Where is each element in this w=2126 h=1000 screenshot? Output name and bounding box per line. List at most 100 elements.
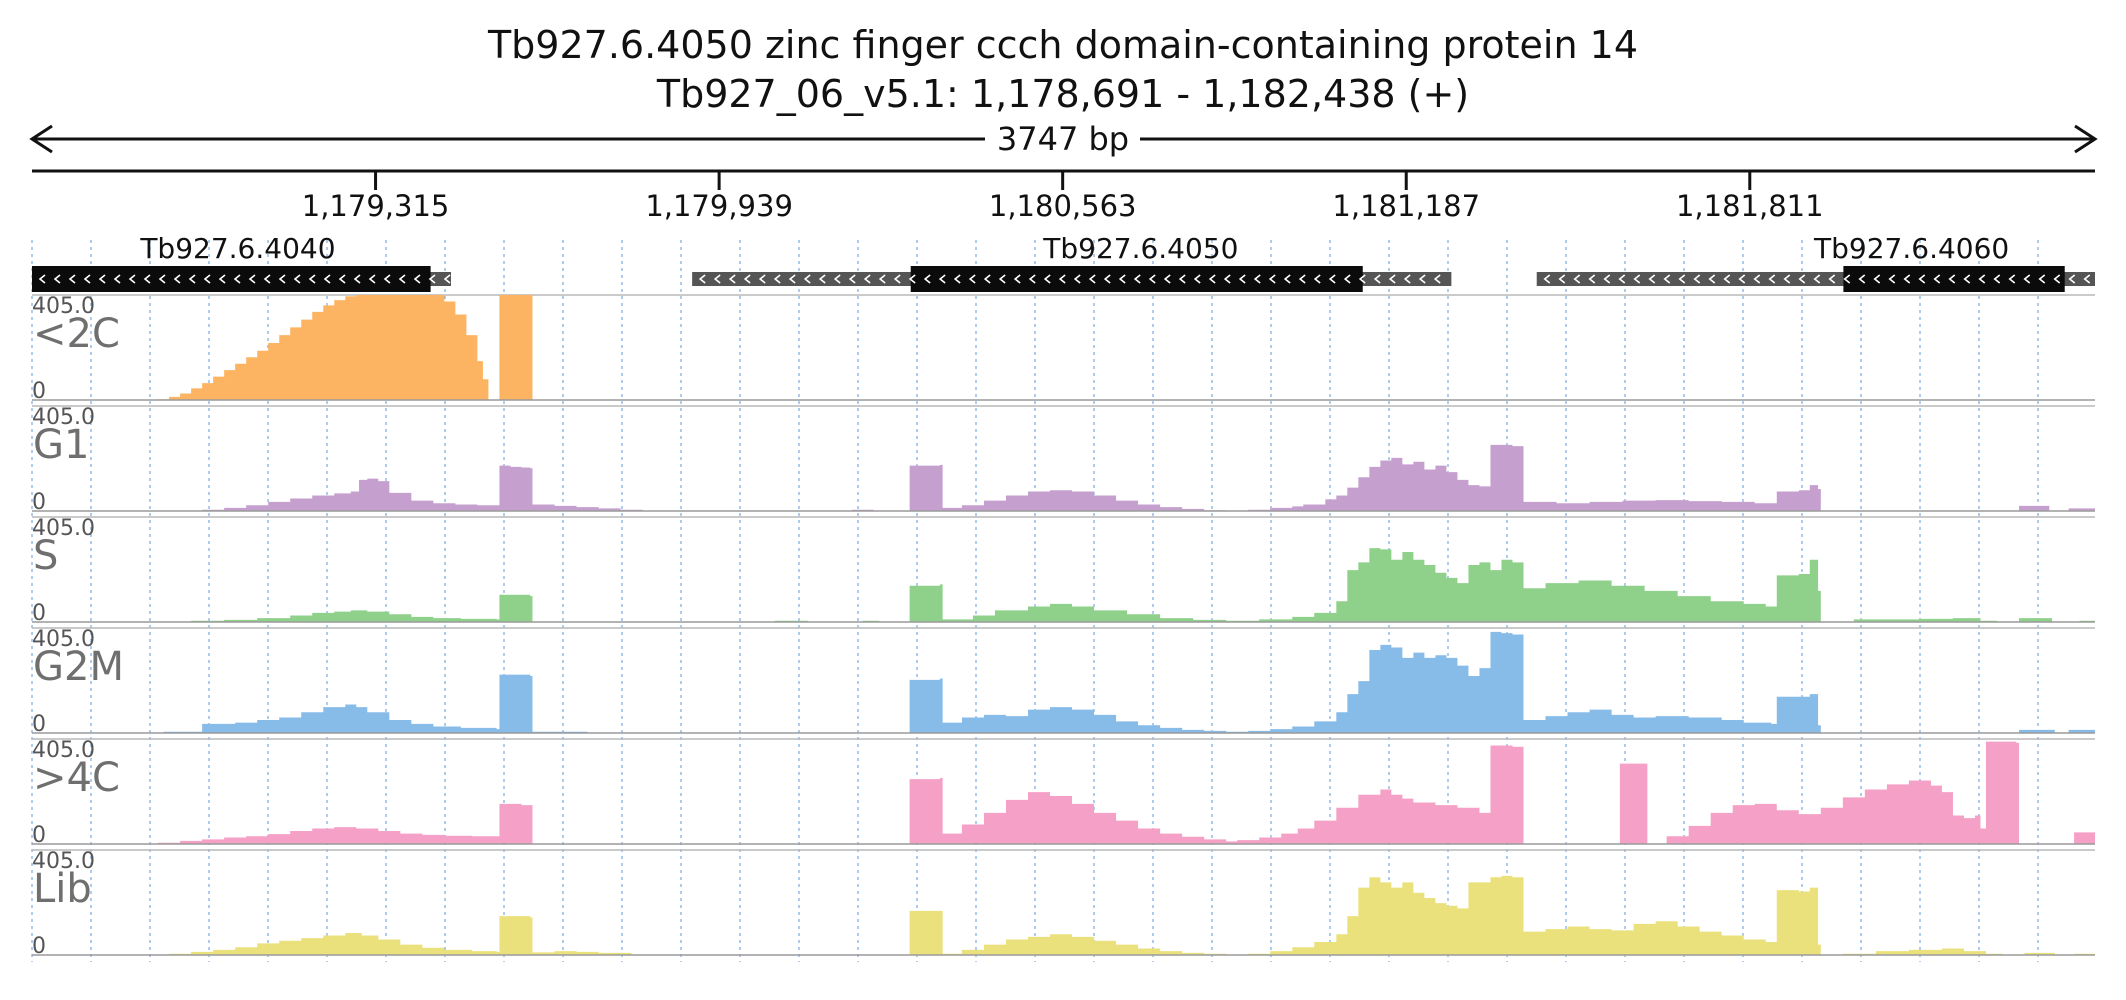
strand-chevron-icon — [1193, 274, 1201, 284]
strand-chevron-icon — [413, 274, 421, 284]
strand-chevron-icon — [1088, 274, 1096, 284]
gene-cds — [1843, 266, 2065, 292]
gene-models: Tb927.6.4040 Tb927.6.4050 Tb927.6.4060 — [32, 232, 2095, 292]
span-label: 3747 bp — [997, 120, 1129, 158]
strand-chevron-icon — [1178, 274, 1186, 284]
track-name: Lib — [33, 866, 92, 912]
strand-chevron-icon — [1843, 274, 1851, 284]
chart-title: Tb927.6.4050 zinc finger ccch domain-con… — [487, 23, 1638, 67]
strand-chevron-icon — [1148, 274, 1156, 284]
chart-subtitle: Tb927_06_v5.1: 1,178,691 - 1,182,438 (+) — [656, 72, 1469, 116]
y-min-label: 0 — [32, 490, 46, 515]
coverage-track: 405.0 0 <2C — [32, 294, 2095, 404]
coverage-track: 405.0 0 G1 — [32, 405, 2095, 515]
strand-chevron-icon — [1268, 274, 1276, 284]
strand-chevron-icon — [2053, 274, 2061, 284]
strand-chevron-icon — [803, 274, 811, 284]
strand-chevron-icon — [1738, 274, 1746, 284]
strand-chevron-icon — [1118, 274, 1126, 284]
strand-chevron-icon — [818, 274, 826, 284]
strand-chevron-icon — [1133, 274, 1141, 284]
strand-chevron-icon — [983, 274, 991, 284]
strand-chevron-icon — [278, 274, 286, 284]
strand-chevron-icon — [1253, 274, 1261, 284]
gene-model: Tb927.6.4060 — [1536, 232, 2095, 292]
strand-chevron-icon — [1543, 274, 1551, 284]
strand-chevron-icon — [263, 274, 271, 284]
strand-chevron-icon — [878, 274, 886, 284]
x-tick-label: 1,180,563 — [989, 189, 1137, 223]
strand-chevron-icon — [758, 274, 766, 284]
strand-chevron-icon — [1058, 274, 1066, 284]
track-name: S — [33, 533, 58, 579]
strand-chevron-icon — [38, 274, 46, 284]
strand-chevron-icon — [1708, 274, 1716, 284]
strand-chevron-icon — [968, 274, 976, 284]
strand-chevron-icon — [863, 274, 871, 284]
strand-chevron-icon — [1388, 274, 1396, 284]
strand-chevron-icon — [953, 274, 961, 284]
track-name: G2M — [33, 644, 124, 690]
strand-chevron-icon — [1618, 274, 1626, 284]
strand-chevron-icon — [188, 274, 196, 284]
gene-cds — [32, 266, 431, 292]
x-tick-label: 1,181,187 — [1332, 189, 1480, 223]
strand-chevron-icon — [98, 274, 106, 284]
coverage-area — [32, 444, 2095, 511]
strand-chevron-icon — [1933, 274, 1941, 284]
track-name: G1 — [33, 422, 89, 468]
strand-chevron-icon — [998, 274, 1006, 284]
strand-chevron-icon — [1343, 274, 1351, 284]
coverage-area — [32, 295, 2095, 400]
strand-chevron-icon — [1828, 274, 1836, 284]
y-max-label: 405.0 — [32, 294, 95, 319]
strand-chevron-icon — [1993, 274, 2001, 284]
coverage-area — [32, 548, 2095, 622]
strand-chevron-icon — [113, 274, 121, 284]
y-max-label: 405.0 — [32, 849, 95, 874]
strand-chevron-icon — [2008, 274, 2016, 284]
strand-chevron-icon — [248, 274, 256, 284]
coverage-track: 405.0 0 G2M — [32, 627, 2095, 737]
gene-label: Tb927.6.4040 — [139, 232, 335, 265]
strand-chevron-icon — [158, 274, 166, 284]
strand-chevron-icon — [1208, 274, 1216, 284]
strand-chevron-icon — [1313, 274, 1321, 284]
gene-cds — [910, 266, 1363, 292]
y-min-label: 0 — [32, 601, 46, 626]
gene-model: Tb927.6.4040 — [32, 232, 451, 292]
x-tick-label: 1,179,315 — [302, 189, 450, 223]
x-tick-label: 1,179,939 — [645, 189, 793, 223]
strand-chevron-icon — [1888, 274, 1896, 284]
strand-chevron-icon — [203, 274, 211, 284]
span-indicator: 3747 bp — [29, 120, 2098, 158]
strand-chevron-icon — [728, 274, 736, 284]
strand-chevron-icon — [1163, 274, 1171, 284]
strand-chevron-icon — [1223, 274, 1231, 284]
strand-chevron-icon — [1588, 274, 1596, 284]
strand-chevron-icon — [143, 274, 151, 284]
strand-chevron-icon — [1573, 274, 1581, 284]
strand-chevron-icon — [1903, 274, 1911, 284]
strand-chevron-icon — [398, 274, 406, 284]
strand-chevron-icon — [1783, 274, 1791, 284]
strand-chevron-icon — [68, 274, 76, 284]
strand-chevron-icon — [2023, 274, 2031, 284]
coverage-tracks: 405.00<2C405.00G1405.00S405.00G2M405.00>… — [32, 294, 2095, 959]
strand-chevron-icon — [893, 274, 901, 284]
strand-chevron-icon — [1633, 274, 1641, 284]
strand-chevron-icon — [218, 274, 226, 284]
track-name: >4C — [33, 755, 120, 801]
strand-chevron-icon — [368, 274, 376, 284]
strand-chevron-icon — [1648, 274, 1656, 284]
gene-model: Tb927.6.4050 — [692, 232, 1452, 292]
strand-chevron-icon — [908, 274, 916, 284]
arrow-left-icon — [29, 124, 53, 154]
strand-chevron-icon — [128, 274, 136, 284]
strand-chevron-icon — [1858, 274, 1866, 284]
y-min-label: 0 — [32, 934, 46, 959]
arrow-right-icon — [2074, 124, 2098, 154]
strand-chevron-icon — [83, 274, 91, 284]
strand-chevron-icon — [1798, 274, 1806, 284]
